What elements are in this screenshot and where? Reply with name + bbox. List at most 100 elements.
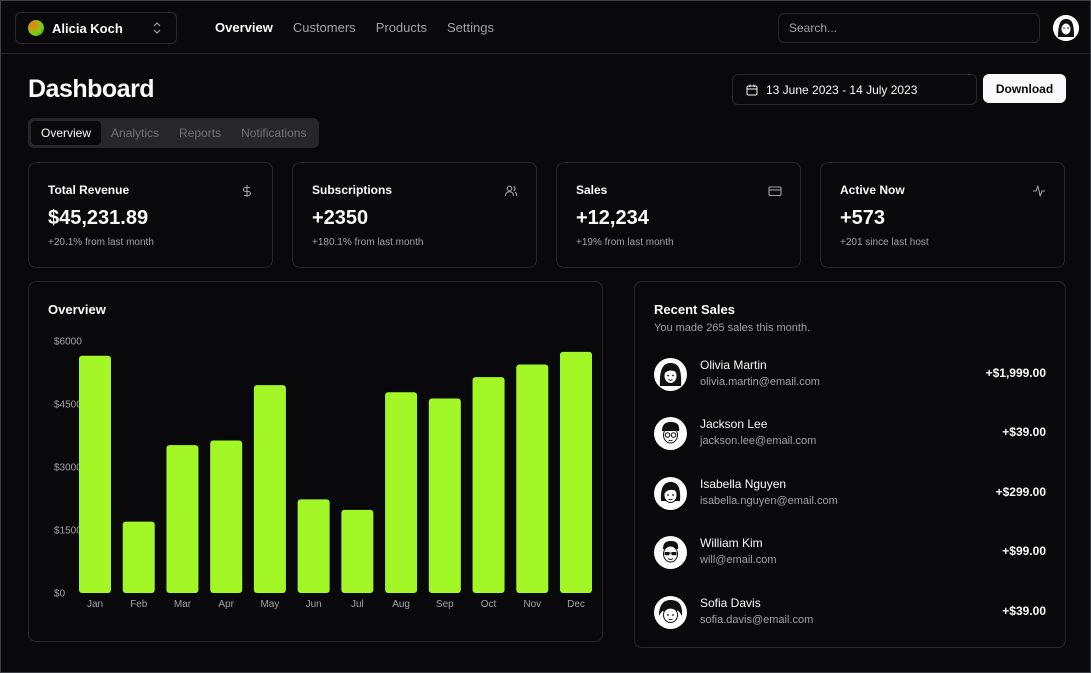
sale-row[interactable]: William Kim will@email.com +$99.00 [654, 532, 1046, 572]
users-icon [504, 185, 518, 197]
sale-amount: +$299.00 [995, 485, 1046, 499]
x-tick-label: Aug [392, 599, 410, 610]
woman-avatar-icon [659, 600, 683, 623]
stat-card-sales: Sales +12,234 +19% from last month [556, 162, 801, 268]
avatar [654, 536, 687, 569]
customer-name: Isabella Nguyen [700, 477, 787, 491]
customer-name: Olivia Martin [700, 358, 767, 372]
tab-reports[interactable]: Reports [179, 126, 222, 140]
search-input[interactable] [778, 13, 1040, 43]
y-tick-label: $1500 [54, 526, 82, 537]
customer-email: isabella.nguyen@email.com [700, 495, 838, 507]
stat-value: +2350 [312, 207, 369, 229]
customer-email: jackson.lee@email.com [700, 435, 817, 447]
y-tick-label: $3000 [54, 463, 82, 474]
x-tick-label: Nov [523, 599, 541, 610]
stat-card-total-revenue: Total Revenue $45,231.89 +20.1% from las… [28, 162, 273, 268]
stat-title: Total Revenue [48, 183, 130, 197]
bar-mar[interactable] [166, 445, 199, 593]
y-tick-label: $6000 [54, 337, 82, 348]
chevron-up-down-icon [153, 22, 161, 34]
bar-apr[interactable] [210, 440, 243, 593]
sale-row[interactable]: Sofia Davis sofia.davis@email.com +$39.0… [654, 592, 1046, 632]
customer-email: sofia.davis@email.com [700, 614, 814, 626]
top-navigation: Alicia Koch Overview Customers Products … [1, 1, 1090, 54]
date-range-text: 13 June 2023 - 14 July 2023 [766, 82, 918, 97]
x-tick-label: Apr [218, 599, 234, 610]
x-tick-label: Mar [174, 599, 192, 610]
nav-link-products[interactable]: Products [375, 20, 427, 35]
recent-sales-subtitle: You made 265 sales this month. [654, 322, 811, 334]
stat-value: +573 [840, 207, 886, 229]
activity-icon [1033, 185, 1045, 197]
customer-email: olivia.martin@email.com [700, 376, 820, 388]
bar-jul[interactable] [341, 509, 374, 593]
bar-nov[interactable] [516, 364, 549, 593]
x-tick-label: May [260, 599, 279, 610]
stat-card-active-now: Active Now +573 +201 since last host [820, 162, 1065, 268]
sale-row[interactable]: Olivia Martin olivia.martin@email.com +$… [654, 354, 1046, 394]
y-tick-label: $4500 [54, 400, 82, 411]
stat-value: +12,234 [576, 207, 649, 229]
bar-sep[interactable] [428, 398, 461, 593]
date-range-picker[interactable]: 13 June 2023 - 14 July 2023 [732, 74, 977, 105]
sale-amount: +$39.00 [1002, 604, 1046, 618]
x-tick-label: Jun [306, 599, 322, 610]
woman-avatar-icon [660, 482, 681, 503]
stat-change: +20.1% from last month [48, 237, 154, 248]
sale-amount: +$99.00 [1002, 544, 1046, 558]
tab-notifications[interactable]: Notifications [241, 126, 307, 140]
woman-avatar-icon [659, 363, 682, 386]
customer-name: Sofia Davis [700, 596, 761, 610]
bar-feb[interactable] [122, 521, 155, 593]
bar-may[interactable] [253, 385, 286, 593]
stat-change: +180.1% from last month [312, 237, 424, 248]
avatar [654, 596, 687, 629]
x-tick-label: Dec [567, 599, 585, 610]
stat-title: Subscriptions [312, 183, 393, 197]
bar-jan[interactable] [79, 355, 111, 593]
page-title: Dashboard [28, 75, 155, 103]
user-avatar-icon [1053, 15, 1079, 41]
nav-link-customers[interactable]: Customers [292, 20, 356, 35]
calendar-icon [746, 84, 758, 95]
stat-title: Active Now [840, 183, 905, 197]
sale-row[interactable]: Jackson Lee jackson.lee@email.com +$39.0… [654, 413, 1046, 453]
man-glasses-avatar-icon [662, 422, 680, 444]
x-tick-label: Oct [481, 599, 497, 610]
user-avatar[interactable] [1053, 15, 1079, 41]
recent-sales-card: Recent Sales You made 265 sales this mon… [634, 281, 1066, 648]
x-tick-label: Sep [436, 599, 454, 610]
customer-email: will@email.com [700, 554, 777, 566]
customer-name: William Kim [700, 536, 763, 550]
dashboard-tabs: Overview Analytics Reports Notifications [28, 118, 320, 148]
avatar [654, 358, 687, 391]
sale-row[interactable]: Isabella Nguyen isabella.nguyen@email.co… [654, 473, 1046, 513]
overview-chart-card: Overview $0 $1500 $3000 $4500 $6000 Jan Feb Mar… [28, 281, 603, 642]
man-sunglasses-avatar-icon [663, 541, 679, 563]
bar-oct[interactable] [472, 377, 505, 593]
y-tick-label: $0 [54, 589, 66, 600]
avatar [654, 417, 687, 450]
avatar [654, 477, 687, 510]
dollar-icon [242, 185, 252, 197]
customer-name: Jackson Lee [700, 417, 768, 431]
stat-change: +19% from last month [576, 237, 674, 248]
tab-analytics[interactable]: Analytics [111, 126, 160, 140]
x-tick-label: Jul [351, 599, 364, 610]
team-switcher[interactable]: Alicia Koch [15, 12, 177, 44]
bar-aug[interactable] [385, 392, 418, 593]
overview-heading: Overview [48, 302, 106, 317]
nav-link-settings[interactable]: Settings [447, 20, 494, 35]
stat-value: $45,231.89 [48, 207, 149, 229]
recent-sales-heading: Recent Sales [654, 302, 735, 317]
team-name: Alicia Koch [52, 20, 123, 36]
bar-dec[interactable] [560, 351, 592, 593]
tab-overview[interactable]: Overview [31, 121, 102, 145]
stat-title: Sales [576, 183, 608, 197]
download-button[interactable]: Download [983, 74, 1066, 103]
bar-jun[interactable] [297, 499, 330, 593]
nav-link-overview[interactable]: Overview [215, 20, 273, 35]
team-avatar [28, 20, 44, 36]
